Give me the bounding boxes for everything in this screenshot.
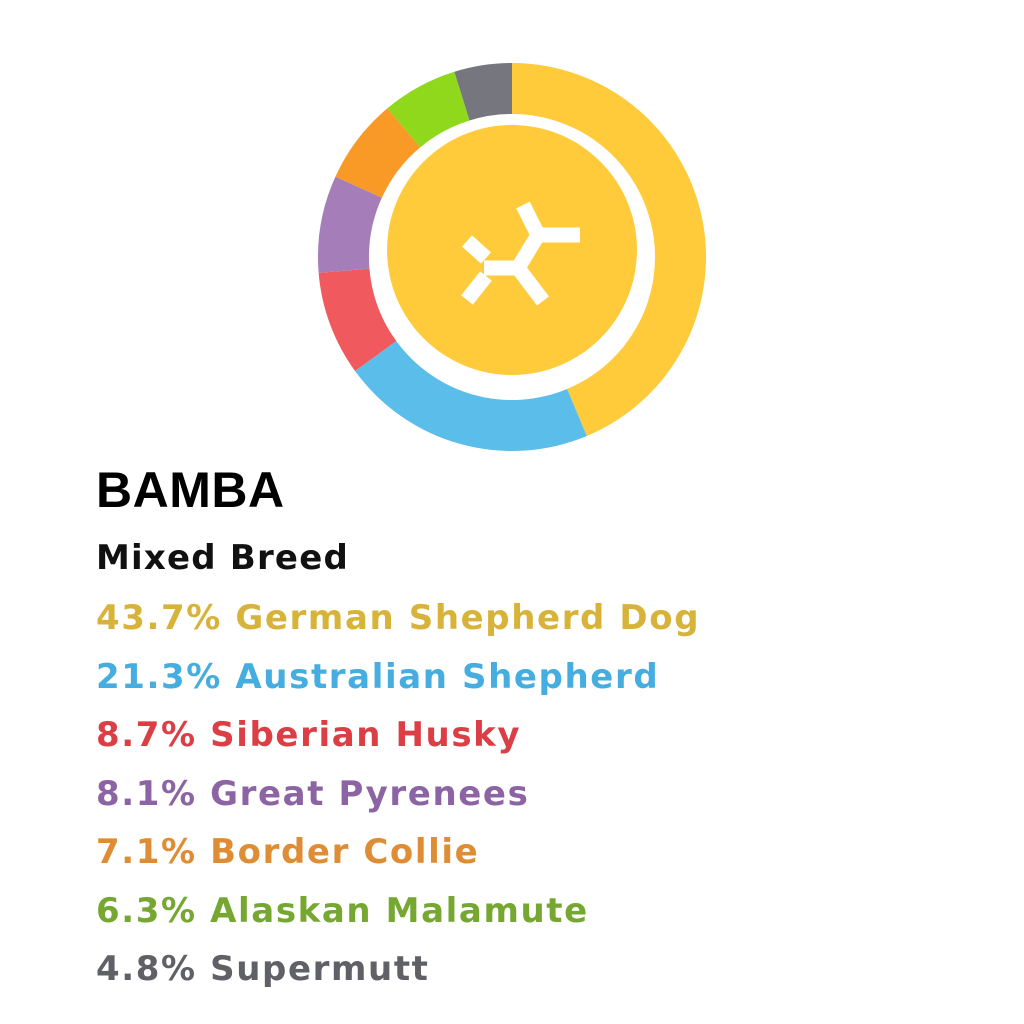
center-circle (387, 125, 637, 375)
breed-line: 8.7% Siberian Husky (96, 715, 522, 755)
breed-donut-chart (318, 63, 706, 451)
dog-name: BAMBA (96, 462, 285, 518)
donut-slice-supermutt (454, 63, 512, 121)
donut-slice-great-pyrenees (318, 176, 382, 273)
breed-line: 8.1% Great Pyrenees (96, 773, 530, 814)
breed-line: 6.3% Alaskan Malamute (96, 890, 589, 931)
breed-line: 21.3% Australian Shepherd (96, 656, 660, 697)
donut-slice-border-collie (335, 108, 421, 198)
embark-logo-icon (461, 201, 580, 306)
donut-slices (318, 63, 706, 451)
breed-breakdown-list: 43.7% German Shepherd Dog 21.3% Australi… (96, 589, 700, 999)
breed-line: 7.1% Border Collie (96, 832, 480, 872)
donut-slice-alaskan-malamute (387, 71, 470, 148)
breed-type: Mixed Breed (96, 538, 349, 578)
donut-slice-german-shepherd-dog (512, 63, 706, 436)
breed-line: 4.8% Supermutt (96, 949, 430, 989)
donut-slice-siberian-husky (318, 268, 397, 372)
donut-slice-australian-shepherd (355, 341, 587, 451)
breed-line: 43.7% German Shepherd Dog (96, 598, 701, 638)
